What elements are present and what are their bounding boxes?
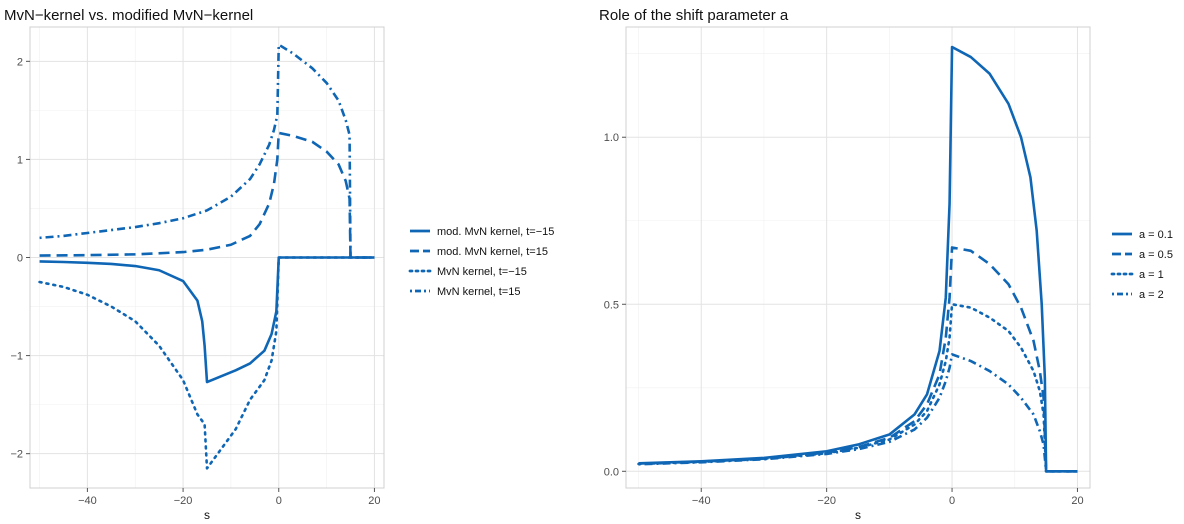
- y-tick-label: −2: [10, 449, 23, 461]
- series-line-2: [638, 246, 1078, 473]
- y-tick-label: 0.5: [604, 299, 619, 311]
- series-line-3: [38, 256, 376, 470]
- series-line-4: [39, 43, 375, 259]
- y-tick-label: −1: [10, 351, 23, 363]
- chart-panel-2: −40 −20 0 20 0.0 0.5 1.0 s Role of the shift par…: [599, 7, 1173, 522]
- legend-label-3: a = 1: [1139, 269, 1164, 281]
- x-tick-label: −20: [174, 495, 193, 507]
- legend-label-4: MvN kernel, t=15: [437, 286, 520, 298]
- series-group: [38, 43, 376, 470]
- legend-label-3: MvN kernel, t=−15: [437, 266, 527, 278]
- y-tick-label: 0.0: [604, 466, 619, 478]
- x-tick-label: 0: [949, 495, 955, 507]
- plot-border: [625, 26, 1091, 489]
- y-tick-label: 0: [17, 253, 23, 265]
- y-tick-label: 2: [17, 56, 23, 68]
- legend-label-1: mod. MvN kernel, t=−15: [437, 226, 554, 238]
- legend: a = 0.1 a = 0.5 a = 1 a = 2: [1110, 229, 1173, 301]
- chart-title: MvN−kernel vs. modified MvN−kernel: [4, 7, 253, 24]
- x-tick-label: −20: [817, 495, 836, 507]
- x-tick-label: 0: [276, 495, 282, 507]
- chart-title: Role of the shift parameter a: [599, 7, 789, 24]
- x-axis-label: s: [855, 508, 861, 522]
- legend-label-2: mod. MvN kernel, t=15: [437, 246, 548, 258]
- series-line-4: [638, 353, 1078, 473]
- legend-label-4: a = 2: [1139, 289, 1164, 301]
- x-tick-label: 20: [1071, 495, 1083, 507]
- legend-label-1: a = 0.1: [1139, 229, 1173, 241]
- legend: mod. MvN kernel, t=−15 mod. MvN kernel, t…: [408, 226, 554, 298]
- plot-area: [626, 27, 1090, 488]
- y-tick-label: 1: [17, 154, 23, 166]
- legend-label-2: a = 0.5: [1139, 249, 1173, 261]
- chart-panel-1: −40 −20 0 20 −2 −1 0 1 2 s MvN−kernel vs. modified…: [4, 7, 554, 522]
- x-tick-label: −40: [78, 495, 97, 507]
- series-group: [637, 45, 1079, 473]
- x-tick-label: 20: [368, 495, 380, 507]
- x-axis-label: s: [204, 508, 210, 522]
- y-tick-label: 1.0: [604, 132, 619, 144]
- series-line-1: [39, 256, 375, 384]
- x-tick-label: −40: [692, 495, 711, 507]
- series-line-1: [638, 45, 1078, 473]
